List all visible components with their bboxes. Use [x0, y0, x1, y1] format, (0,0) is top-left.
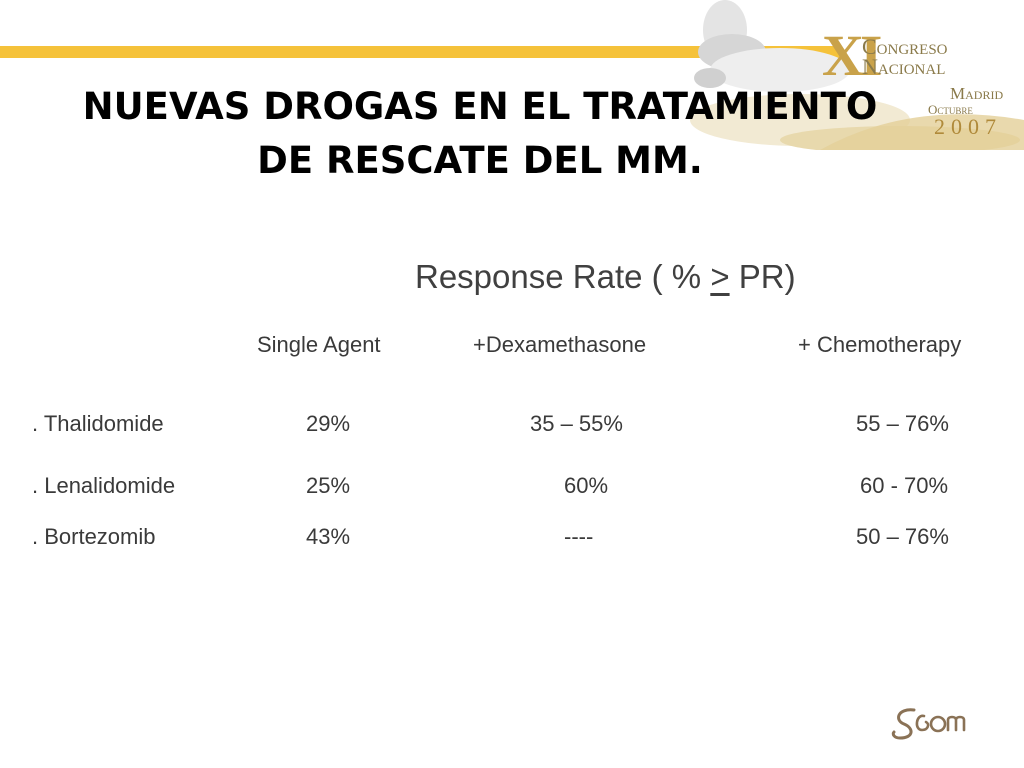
- congress-logo: XI Congreso Nacional Madrid Octubre 2007: [650, 0, 1024, 150]
- response-rate-heading: Response Rate ( % > PR): [415, 258, 796, 296]
- column-header-chemotherapy: + Chemotherapy: [798, 332, 962, 357]
- slide-title: NUEVAS DROGAS EN EL TRATAMIENTO DE RESCA…: [40, 80, 920, 188]
- society-logo: [884, 700, 976, 746]
- cell-thalidomide-dexa: 35 – 55%: [530, 411, 623, 436]
- logo-word-dates: Octubre: [928, 102, 973, 117]
- slide-title-line-2: DE RESCATE DEL MM.: [257, 139, 703, 182]
- cell-lenalidomide-dexa: 60%: [564, 473, 609, 498]
- cell-bortezomib-dexa: ----: [564, 524, 594, 549]
- row-label-lenalidomide: . Lenalidomide: [32, 473, 176, 498]
- logo-year: 2007: [934, 114, 1002, 139]
- logo-word-congreso: Congreso: [862, 34, 948, 59]
- response-heading-suffix: PR): [729, 258, 796, 295]
- row-label-thalidomide: . Thalidomide: [32, 411, 164, 436]
- logo-numeral: XI: [822, 23, 883, 88]
- cell-bortezomib-single: 43%: [306, 524, 351, 549]
- logo-background-art: [690, 0, 1024, 150]
- column-header-dexamethasone: +Dexamethasone: [473, 332, 647, 357]
- slide-title-line-1: NUEVAS DROGAS EN EL TRATAMIENTO: [82, 85, 878, 128]
- logo-word-nacional: Nacional: [862, 54, 946, 79]
- response-heading-prefix: Response Rate ( %: [415, 258, 711, 295]
- column-header-single-agent: Single Agent: [257, 332, 381, 357]
- cell-bortezomib-chemo: 50 – 76%: [856, 524, 949, 549]
- row-label-bortezomib: . Bortezomib: [32, 524, 156, 549]
- accent-bar: [0, 46, 840, 58]
- cell-thalidomide-single: 29%: [306, 411, 351, 436]
- greater-equal-symbol: >: [710, 258, 730, 295]
- cell-lenalidomide-single: 25%: [306, 473, 351, 498]
- cell-thalidomide-chemo: 55 – 76%: [856, 411, 949, 436]
- cell-lenalidomide-chemo: 60 - 70%: [860, 473, 949, 498]
- society-logo-mark: [891, 708, 966, 740]
- logo-word-city: Madrid: [950, 84, 1004, 103]
